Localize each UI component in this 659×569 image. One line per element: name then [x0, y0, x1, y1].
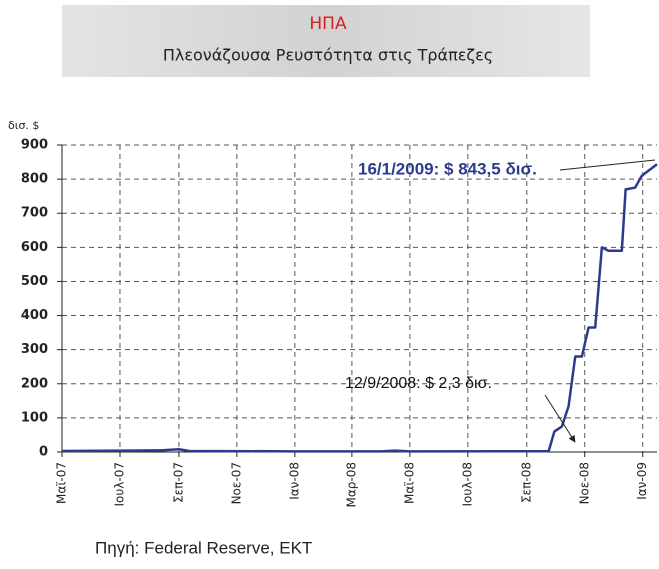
y-tick-label: 700 [21, 206, 48, 221]
y-tick-label: 200 [21, 376, 48, 391]
x-tick-label: Μαϊ-07 [55, 462, 69, 504]
x-tick-label: Ιαν-09 [635, 462, 649, 500]
chart-subtitle: Πλεονάζουσα Ρευστότητα στις Τράπεζες [163, 46, 493, 65]
y-tick-label: 300 [21, 342, 48, 357]
y-tick-label: 500 [21, 274, 48, 289]
x-tick-label: Νοε-08 [577, 462, 591, 504]
header-band [62, 5, 590, 77]
x-tick-label: Ιαν-08 [287, 462, 301, 500]
y-tick-label: 600 [21, 240, 48, 255]
y-tick-label: 0 [39, 445, 48, 460]
chart-title: ΗΠΑ [309, 14, 347, 34]
x-tick-label: Μαρ-08 [344, 462, 358, 507]
leader-line [559, 159, 656, 171]
y-tick-label: 400 [21, 308, 48, 323]
y-tick-label: 900 [21, 138, 48, 153]
y-tick-label: 800 [21, 172, 48, 187]
x-tick-label: Ιουλ-08 [460, 462, 474, 507]
annotation: 16/1/2009: $ 843,5 δισ. [358, 159, 537, 178]
line [61, 163, 658, 453]
y-tick-label: 100 [21, 410, 48, 425]
arrow [544, 394, 576, 443]
x-tick-label: Σεπ-08 [519, 462, 533, 503]
annotation: 12/9/2008: $ 2,3 δισ. [345, 375, 492, 392]
x-tick-label: Σεπ-07 [171, 462, 185, 503]
x-tick-label: Μαϊ-08 [402, 462, 416, 504]
source: Πηγή: Federal Reserve, ΕΚΤ [95, 538, 312, 557]
x-tick-label: Νοε-07 [229, 462, 243, 504]
y-axis-label: δισ. $ [8, 119, 39, 132]
x-tick-label: Ιουλ-07 [112, 462, 126, 507]
